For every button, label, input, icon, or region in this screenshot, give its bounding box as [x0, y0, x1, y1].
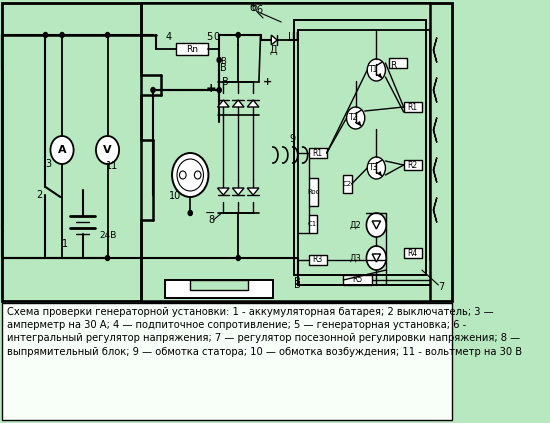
Text: б: б	[249, 3, 255, 13]
Text: +: +	[263, 77, 272, 87]
Circle shape	[367, 157, 386, 179]
Circle shape	[172, 153, 208, 197]
Circle shape	[217, 58, 221, 63]
Bar	[190, 280, 248, 290]
Bar	[309, 215, 317, 233]
Circle shape	[366, 246, 386, 270]
Polygon shape	[372, 221, 381, 229]
Polygon shape	[233, 188, 244, 195]
Text: 7: 7	[438, 282, 444, 292]
Text: T3: T3	[369, 164, 378, 173]
Text: V: V	[103, 145, 112, 155]
Text: В: В	[294, 277, 301, 287]
Polygon shape	[271, 35, 277, 45]
Circle shape	[236, 255, 240, 261]
Bar	[166, 280, 273, 298]
Polygon shape	[248, 100, 259, 107]
Text: C1: C1	[308, 221, 317, 227]
Text: 6: 6	[256, 5, 262, 15]
Text: B: B	[221, 57, 226, 66]
Text: 8: 8	[208, 215, 214, 225]
Text: R1: R1	[408, 102, 418, 112]
Text: В: В	[294, 280, 301, 290]
Bar	[430, 3, 453, 258]
Text: Д2: Д2	[350, 220, 361, 230]
Text: 3: 3	[46, 159, 52, 169]
Polygon shape	[233, 100, 244, 107]
Circle shape	[366, 213, 386, 237]
Circle shape	[106, 33, 109, 38]
Circle shape	[179, 171, 186, 179]
Bar	[3, 3, 453, 301]
Text: R4: R4	[408, 248, 418, 258]
Circle shape	[151, 88, 155, 93]
Text: Ш: Ш	[288, 32, 299, 42]
Bar	[3, 303, 453, 420]
Text: 11: 11	[106, 161, 118, 171]
Circle shape	[106, 255, 109, 261]
Circle shape	[188, 211, 192, 215]
Text: C2: C2	[343, 181, 352, 187]
Text: 10: 10	[169, 191, 182, 201]
Polygon shape	[248, 188, 259, 195]
Bar	[404, 248, 422, 258]
Bar	[404, 102, 422, 112]
Text: Д3: Д3	[350, 253, 361, 263]
Text: T1: T1	[369, 66, 378, 74]
Bar	[141, 3, 430, 301]
Bar	[309, 148, 327, 158]
Bar	[3, 3, 453, 301]
Circle shape	[194, 171, 201, 179]
Text: R5: R5	[352, 275, 362, 285]
Bar	[389, 58, 407, 68]
Circle shape	[346, 107, 365, 129]
Bar	[343, 175, 351, 193]
Text: R3: R3	[312, 255, 323, 264]
Bar	[404, 160, 422, 170]
Bar	[176, 43, 207, 55]
Circle shape	[43, 33, 47, 38]
Text: 24В: 24В	[99, 231, 117, 241]
Text: T2: T2	[349, 113, 358, 123]
Circle shape	[60, 33, 64, 38]
Polygon shape	[372, 254, 381, 262]
Polygon shape	[218, 100, 229, 107]
Bar	[294, 20, 426, 275]
Text: б: б	[252, 3, 258, 13]
Text: 5: 5	[206, 32, 212, 42]
Text: A: A	[58, 145, 67, 155]
Circle shape	[96, 136, 119, 164]
Text: −: −	[205, 206, 215, 220]
Text: В: В	[222, 77, 228, 87]
Text: R: R	[390, 60, 396, 69]
Text: R2: R2	[408, 160, 418, 170]
Circle shape	[51, 136, 74, 164]
Text: 0: 0	[213, 32, 220, 42]
Text: В: В	[220, 63, 227, 73]
Polygon shape	[218, 188, 229, 195]
Text: Д: Д	[269, 45, 277, 55]
Text: 9: 9	[290, 134, 296, 144]
Text: Roc: Roc	[307, 189, 320, 195]
Text: +: +	[206, 82, 216, 94]
Circle shape	[236, 33, 240, 38]
Text: Схема проверки генераторной установки: 1 - аккумуляторная батарея; 2 выключатель: Схема проверки генераторной установки: 1…	[7, 307, 522, 357]
Bar	[309, 255, 327, 265]
Text: 2: 2	[36, 190, 42, 200]
Bar	[309, 178, 318, 206]
Bar	[343, 275, 372, 285]
Text: 4: 4	[165, 32, 171, 42]
Text: 1: 1	[62, 239, 68, 249]
Circle shape	[367, 59, 386, 81]
Circle shape	[177, 159, 204, 191]
Circle shape	[217, 88, 221, 93]
Text: Rn: Rn	[186, 44, 198, 53]
Text: R1: R1	[312, 148, 323, 157]
